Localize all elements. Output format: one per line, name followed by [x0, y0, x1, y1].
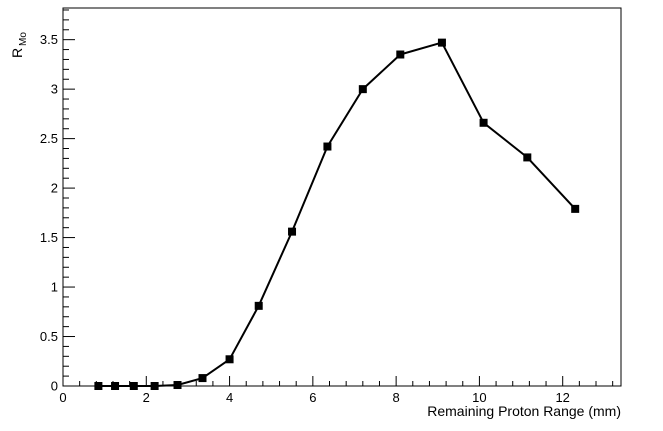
data-point-marker: [198, 374, 207, 383]
y-tick-label: 1: [51, 280, 58, 295]
y-axis-title: R Mo: [9, 32, 29, 58]
data-point-marker: [358, 85, 367, 94]
y-tick-label: 0.5: [40, 329, 58, 344]
x-tick-label: 4: [226, 390, 233, 405]
y-tick-label: 3.5: [40, 32, 58, 47]
x-tick-label: 8: [393, 390, 400, 405]
data-point-marker: [437, 38, 446, 47]
x-axis: 0 2 4 6 8 10 12: [59, 376, 614, 405]
data-point-marker: [225, 355, 234, 364]
x-tick-label: 2: [143, 390, 150, 405]
series-line: [98, 41, 576, 387]
data-point-marker: [129, 382, 138, 390]
y-axis-title-main: R: [9, 48, 25, 58]
data-point-marker: [571, 204, 580, 213]
data-point-marker: [111, 382, 120, 390]
plot-area-border: [62, 7, 622, 387]
data-point-marker: [94, 382, 103, 390]
y-tick-label: 0: [51, 379, 58, 394]
y-tick-label: 3: [51, 82, 58, 97]
x-tick-label: 12: [555, 390, 569, 405]
data-point-marker: [396, 50, 405, 59]
y-axis-title-sub: Mo: [18, 32, 29, 46]
x-tick-label: 10: [472, 390, 486, 405]
y-tick-label: 2: [51, 181, 58, 196]
x-tick-label: 0: [59, 390, 66, 405]
y-tick-label: 2.5: [40, 131, 58, 146]
x-axis-title: Remaining Proton Range (mm): [427, 403, 621, 419]
x-tick-label: 6: [309, 390, 316, 405]
y-tick-label: 1.5: [40, 230, 58, 245]
data-point-marker: [254, 301, 263, 310]
data-point-marker: [523, 153, 532, 162]
data-series: [94, 38, 580, 390]
y-axis: 0 0.5 1 1.5 2 2.5 3 3.5: [40, 9, 75, 394]
data-point-marker: [288, 227, 297, 236]
data-point-marker: [150, 382, 159, 390]
data-point-marker: [173, 381, 182, 390]
data-point-marker: [479, 118, 488, 127]
data-point-marker: [323, 142, 332, 151]
plot-frame: [62, 7, 622, 387]
